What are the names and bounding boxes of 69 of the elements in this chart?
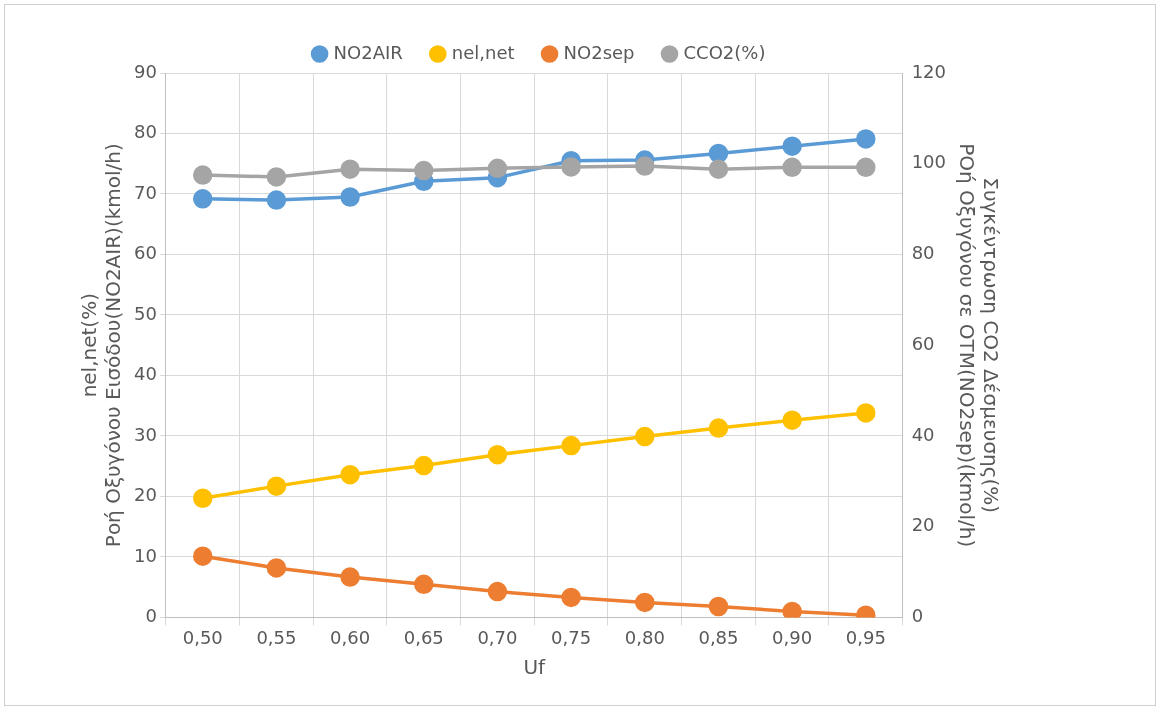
legend-label: NO2sep — [563, 41, 635, 63]
y2-tick-label: 20 — [911, 514, 935, 536]
y-axis-title: nel,net(%) Ροή Οξυγόνου Εισόδου(NO2AIR)(kmol/h) — [77, 143, 126, 548]
y-tick-label: 40 — [134, 363, 157, 385]
point — [782, 157, 802, 178]
point — [266, 476, 287, 496]
legend-label: CCO2(%) — [683, 41, 766, 63]
y-tick-label: 10 — [134, 544, 157, 566]
point — [266, 190, 287, 210]
point — [414, 160, 434, 181]
y-tick-label: 30 — [134, 423, 157, 445]
point — [635, 592, 655, 613]
y2-tick-label: 60 — [911, 332, 935, 354]
y2-tick-label: 100 — [911, 151, 946, 173]
y-tick-label: 20 — [134, 484, 157, 506]
point — [414, 574, 434, 595]
x-tick-label: 0,80 — [624, 626, 665, 648]
y-tick-label: 80 — [134, 121, 157, 143]
point — [856, 129, 876, 149]
y-tick-label: 90 — [134, 60, 157, 82]
x-tick-label: 0,50 — [182, 626, 223, 648]
y-tick-label: 50 — [134, 302, 157, 324]
point — [856, 403, 876, 423]
point — [708, 143, 729, 164]
point — [487, 158, 508, 179]
legend-label: nel,net — [451, 41, 515, 63]
x-tick-label: 0,60 — [330, 626, 371, 648]
point — [192, 189, 213, 209]
point — [856, 157, 876, 178]
x-tick-label: 0,55 — [256, 626, 297, 648]
point — [635, 426, 655, 447]
point — [782, 136, 802, 156]
point — [487, 581, 508, 602]
point — [487, 444, 508, 465]
point — [192, 546, 213, 566]
point — [782, 601, 802, 618]
point — [266, 167, 287, 187]
x-tick-label: 0,85 — [698, 626, 739, 648]
legend-label: NO2AIR — [333, 41, 403, 63]
y-tick-label: 0 — [145, 605, 157, 627]
point — [561, 435, 581, 456]
point — [340, 464, 360, 485]
point — [340, 187, 360, 207]
y2-tick-label: 80 — [911, 242, 935, 264]
point — [708, 159, 729, 179]
point — [782, 410, 802, 430]
y2-tick-label: 0 — [911, 605, 924, 627]
y-tick-label: 60 — [134, 242, 157, 264]
point — [192, 165, 213, 185]
point — [340, 159, 360, 179]
point — [414, 455, 434, 476]
x-tick-label: 0,75 — [551, 626, 592, 648]
point — [635, 156, 655, 176]
x-axis-title: Uf — [523, 655, 547, 680]
point — [561, 157, 581, 177]
y2-axis-title: Συγκέντρωση CO2 Δέσμευσης(%) ΡΟή Οξυγόνου σε ΟΤΜ(NO2sep)(kmol/h) — [954, 143, 1003, 548]
point — [192, 488, 213, 508]
y2-tick-label: 120 — [911, 60, 946, 82]
point — [708, 596, 729, 617]
y2-tick-label: 40 — [911, 423, 935, 445]
point — [561, 587, 581, 608]
y-tick-label: 70 — [134, 181, 157, 203]
point — [340, 567, 360, 587]
point — [266, 558, 287, 578]
x-tick-label: 0,70 — [477, 626, 518, 648]
x-tick-label: 0,65 — [403, 626, 444, 648]
x-tick-label: 0,90 — [772, 626, 813, 648]
point — [708, 418, 729, 438]
x-tick-label: 0,95 — [845, 626, 886, 648]
